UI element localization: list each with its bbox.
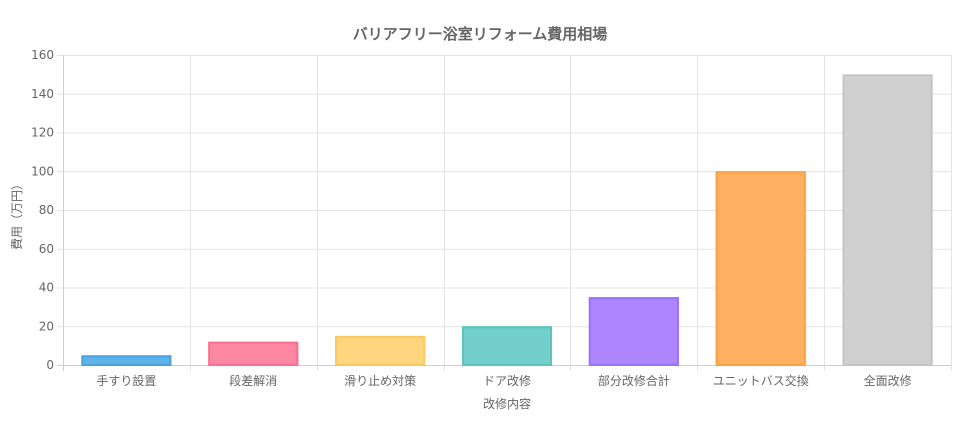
y-tick-label: 160: [31, 48, 54, 62]
y-tick-label: 100: [31, 164, 54, 178]
y-axis-label: 費用（万円）: [9, 178, 24, 250]
bar-1[interactable]: [81, 355, 172, 365]
x-tick-label: ドア改修: [483, 373, 531, 388]
x-tick-label: 手すり設置: [96, 373, 156, 388]
bar-border-2: [208, 341, 299, 366]
y-tick-label: 140: [31, 87, 54, 101]
y-tick-label: 20: [39, 319, 54, 333]
bar-border-4: [461, 326, 553, 366]
chart-title: バリアフリー浴室リフォーム費用相場: [353, 25, 608, 43]
x-axis-label: 改修内容: [483, 396, 531, 411]
bar-border-5: [588, 297, 679, 366]
x-tick-label: ユニットバス交換: [713, 373, 809, 388]
bar-border-6: [715, 171, 806, 366]
grid-lines: [57, 55, 952, 371]
x-tick-labels: 手すり設置 段差解消 滑り止め対策 ドア改修 部分改修合計 ユニットバス交換 全面改修: [96, 373, 911, 388]
y-tick-label: 80: [39, 203, 54, 217]
y-tick-label: 0: [46, 358, 54, 372]
x-tick-label: 滑り止め対策: [344, 374, 416, 388]
x-tick-label: 全面改修: [864, 373, 912, 388]
bar-6[interactable]: [715, 171, 806, 365]
y-tick-labels: 0 20 40 60 80 100 120 140 160: [31, 48, 54, 372]
y-tick-label: 120: [31, 126, 54, 140]
axes: [57, 55, 951, 371]
bar-3[interactable]: [335, 335, 426, 365]
bar-border-1: [81, 355, 172, 366]
y-tick-label: 60: [39, 242, 54, 256]
x-tick-label: 部分改修合計: [598, 373, 670, 388]
bars: [81, 74, 933, 366]
bar-border-3: [335, 335, 426, 366]
y-tick-label: 40: [39, 281, 54, 295]
bar-4[interactable]: [461, 326, 553, 365]
x-tick-label: 段差解消: [229, 373, 277, 388]
bar-7[interactable]: [842, 74, 933, 365]
bar-border-7: [842, 74, 933, 366]
bar-5[interactable]: [588, 297, 679, 365]
bar-2[interactable]: [208, 341, 299, 365]
